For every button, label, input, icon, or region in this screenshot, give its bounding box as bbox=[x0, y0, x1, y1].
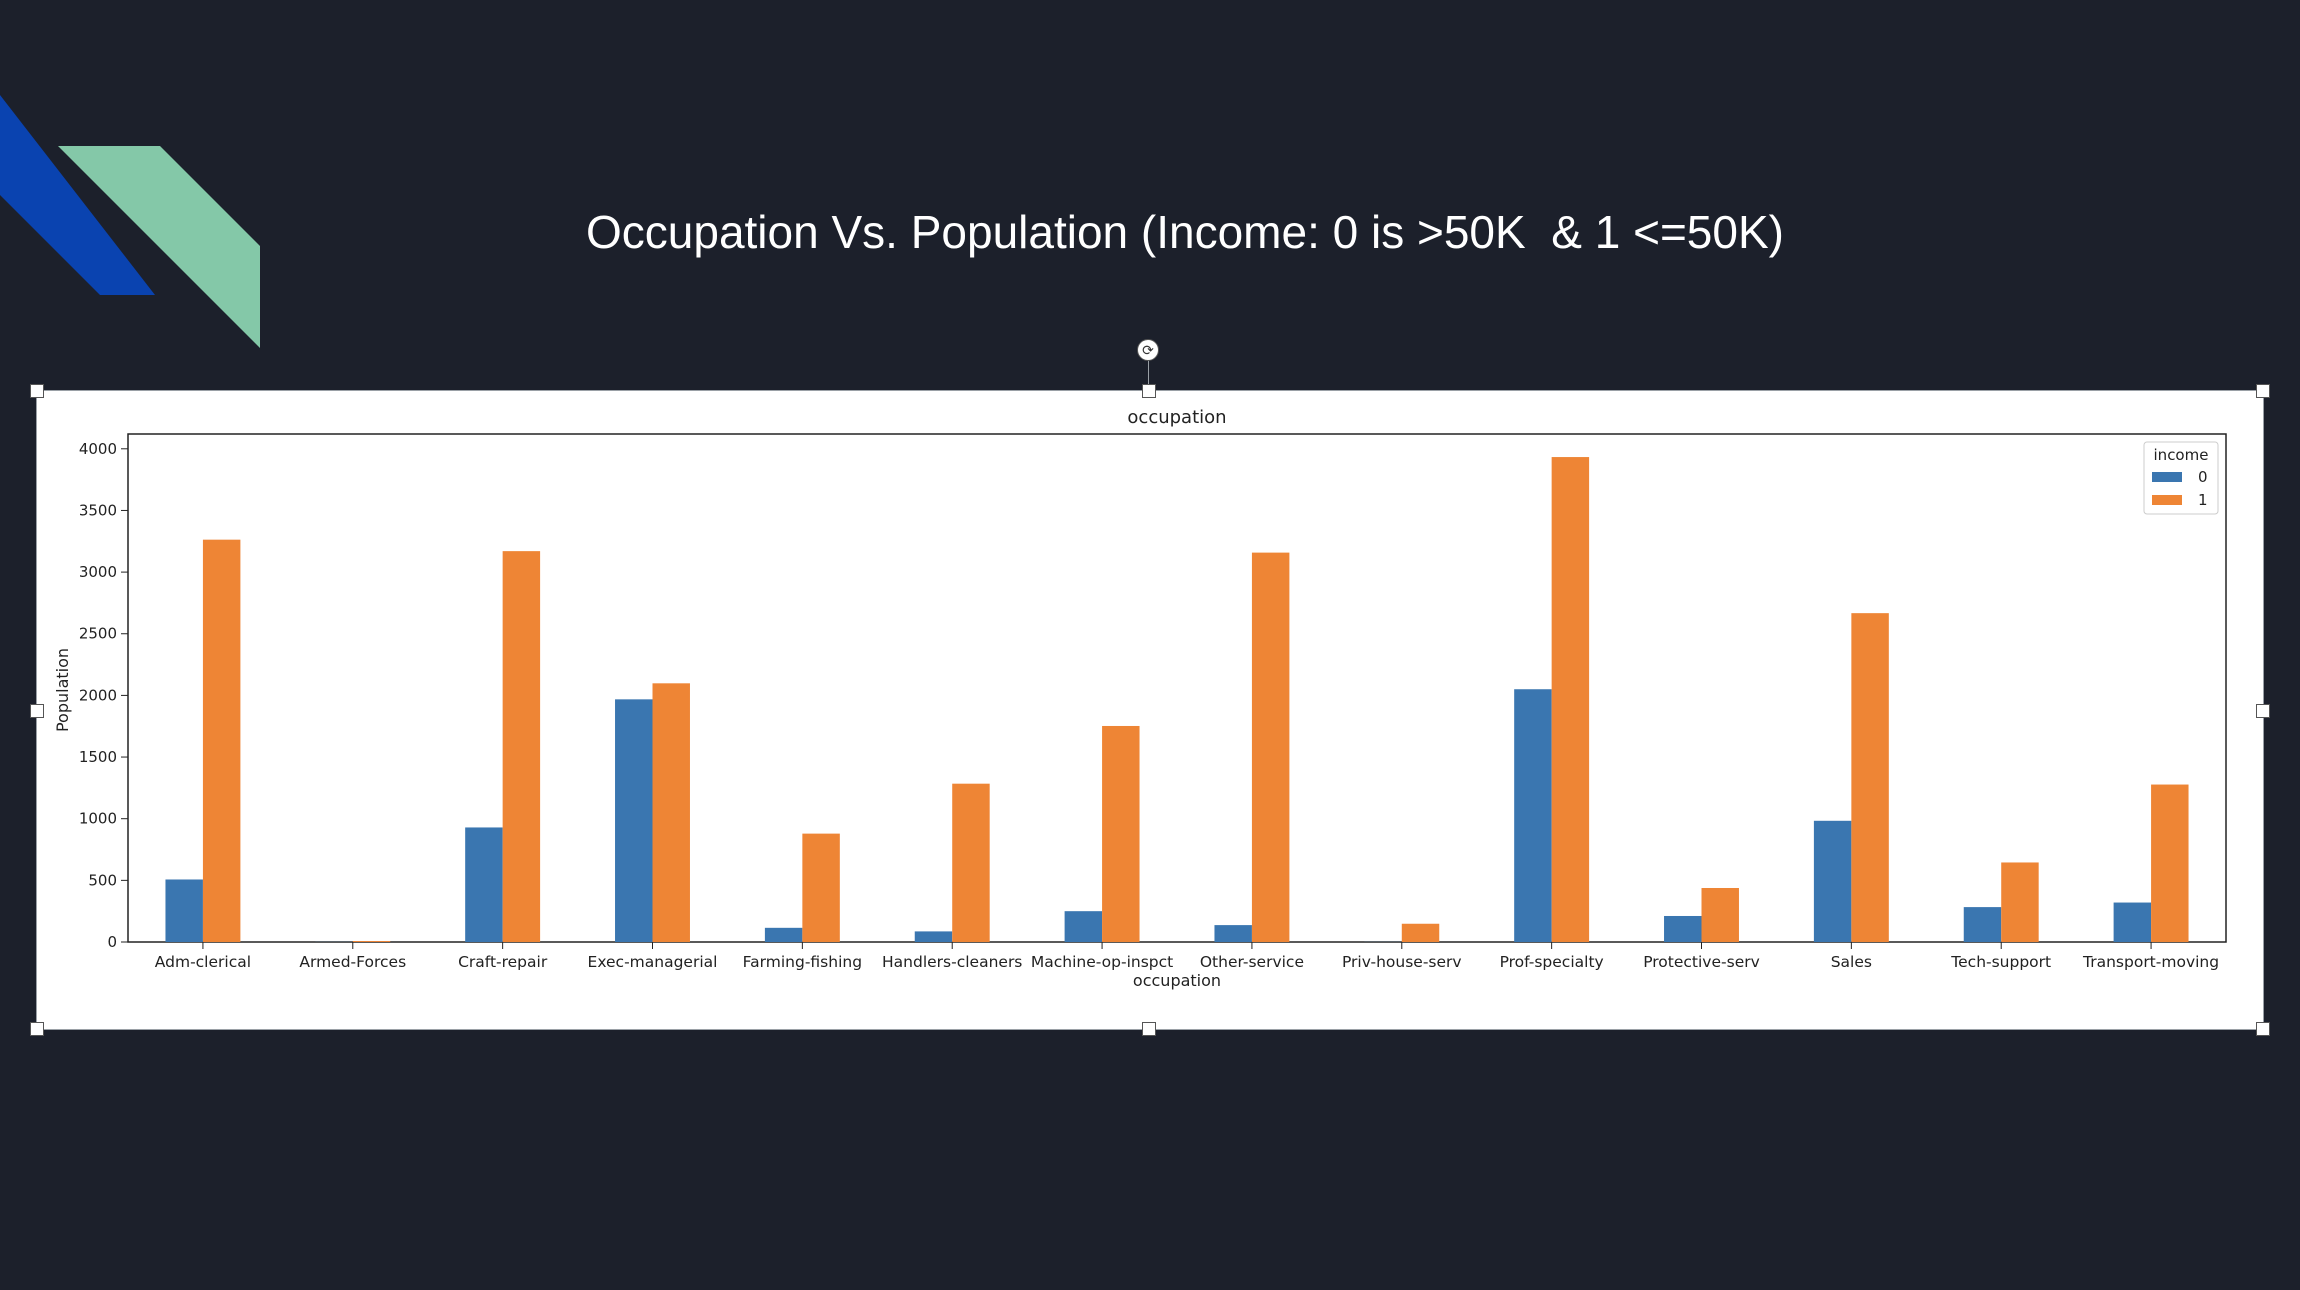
x-tick-label: Transport-moving bbox=[2082, 953, 2219, 971]
y-tick-label: 1000 bbox=[79, 810, 117, 828]
x-tick-label: Tech-support bbox=[1950, 953, 2051, 971]
legend-label-0: 0 bbox=[2198, 468, 2208, 486]
bar-transport-moving-income-1 bbox=[2151, 784, 2189, 942]
x-tick-label: Priv-house-serv bbox=[1342, 953, 1462, 971]
legend-swatch-0 bbox=[2152, 472, 2182, 482]
bar-tech-support-income-1 bbox=[2001, 862, 2039, 942]
decorative-shapes bbox=[0, 95, 260, 348]
bar-adm-clerical-income-0 bbox=[165, 879, 203, 942]
bar-other-service-income-1 bbox=[1251, 552, 1290, 942]
x-tick-label: Adm-clerical bbox=[155, 953, 251, 971]
bar-exec-managerial-income-0 bbox=[615, 699, 653, 942]
bar-machine-op-inspct-income-0 bbox=[1064, 911, 1103, 942]
rotate-icon[interactable]: ⟳ bbox=[1137, 339, 1159, 361]
x-axis: Adm-clerical Armed-Forces Craft-repair Exec… bbox=[155, 942, 2219, 971]
bar-handlers-cleaners-income-0 bbox=[914, 931, 953, 942]
deco-green-stripe bbox=[58, 146, 260, 348]
bar-protective-serv-income-0 bbox=[1664, 915, 1702, 942]
legend: income 0 1 bbox=[2143, 441, 2219, 515]
y-tick-label: 3000 bbox=[79, 563, 117, 581]
bar-other-service-income-0 bbox=[1214, 925, 1252, 942]
bar-farming-fishing-income-0 bbox=[764, 927, 803, 942]
bar-exec-managerial-income-1 bbox=[652, 683, 690, 942]
bar-handlers-cleaners-income-1 bbox=[952, 783, 990, 942]
slide-title[interactable]: Occupation Vs. Population (Income: 0 is … bbox=[586, 206, 1784, 258]
legend-label-1: 1 bbox=[2198, 491, 2208, 509]
deco-blue-stripe bbox=[0, 95, 155, 295]
bar-armed-forces-income-1 bbox=[352, 941, 391, 942]
bar-craft-repair-income-1 bbox=[502, 551, 541, 942]
x-tick-label: Craft-repair bbox=[458, 953, 548, 971]
x-tick-label: Prof-specialty bbox=[1500, 953, 1604, 971]
chart[interactable]: 0 500 1000 1500 2000 2500 3000 3500 4000 Adm-cle… bbox=[38, 392, 2260, 1026]
bar-tech-support-income-0 bbox=[1963, 907, 2002, 942]
y-tick-label: 2000 bbox=[79, 686, 117, 704]
y-tick-label: 0 bbox=[107, 933, 117, 951]
legend-title: income bbox=[2154, 446, 2209, 464]
x-tick-label: Armed-Forces bbox=[299, 953, 406, 971]
x-tick-label: Exec-managerial bbox=[588, 953, 718, 971]
x-axis-label: occupation bbox=[1133, 971, 1221, 990]
x-tick-label: Other-service bbox=[1200, 953, 1304, 971]
bar-adm-clerical-income-1 bbox=[202, 539, 241, 942]
bar-priv-house-serv-income-1 bbox=[1401, 923, 1440, 942]
x-tick-label: Machine-op-inspct bbox=[1031, 953, 1173, 971]
y-tick-label: 3500 bbox=[79, 501, 117, 519]
x-tick-label: Sales bbox=[1831, 953, 1872, 971]
bar-prof-specialty-income-1 bbox=[1551, 457, 1590, 942]
bars bbox=[165, 457, 2189, 942]
bar-farming-fishing-income-1 bbox=[802, 833, 840, 942]
y-tick-label: 500 bbox=[88, 871, 117, 889]
resize-handle-bottom-right[interactable] bbox=[2256, 1022, 2270, 1036]
bar-prof-specialty-income-0 bbox=[1514, 689, 1552, 942]
bar-machine-op-inspct-income-1 bbox=[1102, 725, 1140, 942]
resize-handle-right[interactable] bbox=[2256, 704, 2270, 718]
resize-handle-top-right[interactable] bbox=[2256, 384, 2270, 398]
resize-handle-top[interactable] bbox=[1142, 384, 1156, 398]
bar-transport-moving-income-0 bbox=[2113, 902, 2152, 942]
resize-handle-bottom[interactable] bbox=[1142, 1022, 1156, 1036]
chart-title: occupation bbox=[1127, 407, 1226, 428]
y-tick-label: 1500 bbox=[79, 748, 117, 766]
legend-swatch-1 bbox=[2152, 495, 2182, 505]
rotate-stem bbox=[1148, 359, 1149, 389]
bar-sales-income-0 bbox=[1813, 820, 1852, 942]
y-axis-label: Population bbox=[53, 648, 72, 732]
resize-handle-top-left[interactable] bbox=[30, 384, 44, 398]
y-axis: 0 500 1000 1500 2000 2500 3000 3500 4000 bbox=[79, 440, 128, 951]
y-tick-label: 2500 bbox=[79, 625, 117, 643]
y-tick-label: 4000 bbox=[79, 440, 117, 458]
x-tick-label: Handlers-cleaners bbox=[882, 953, 1022, 971]
x-tick-label: Farming-fishing bbox=[743, 953, 862, 971]
bar-craft-repair-income-0 bbox=[465, 827, 503, 942]
plot-area bbox=[127, 433, 2227, 943]
bar-protective-serv-income-1 bbox=[1701, 887, 1739, 942]
resize-handle-bottom-left[interactable] bbox=[30, 1022, 44, 1036]
x-tick-label: Protective-serv bbox=[1643, 953, 1760, 971]
resize-handle-left[interactable] bbox=[30, 704, 44, 718]
bar-sales-income-1 bbox=[1851, 613, 1889, 942]
